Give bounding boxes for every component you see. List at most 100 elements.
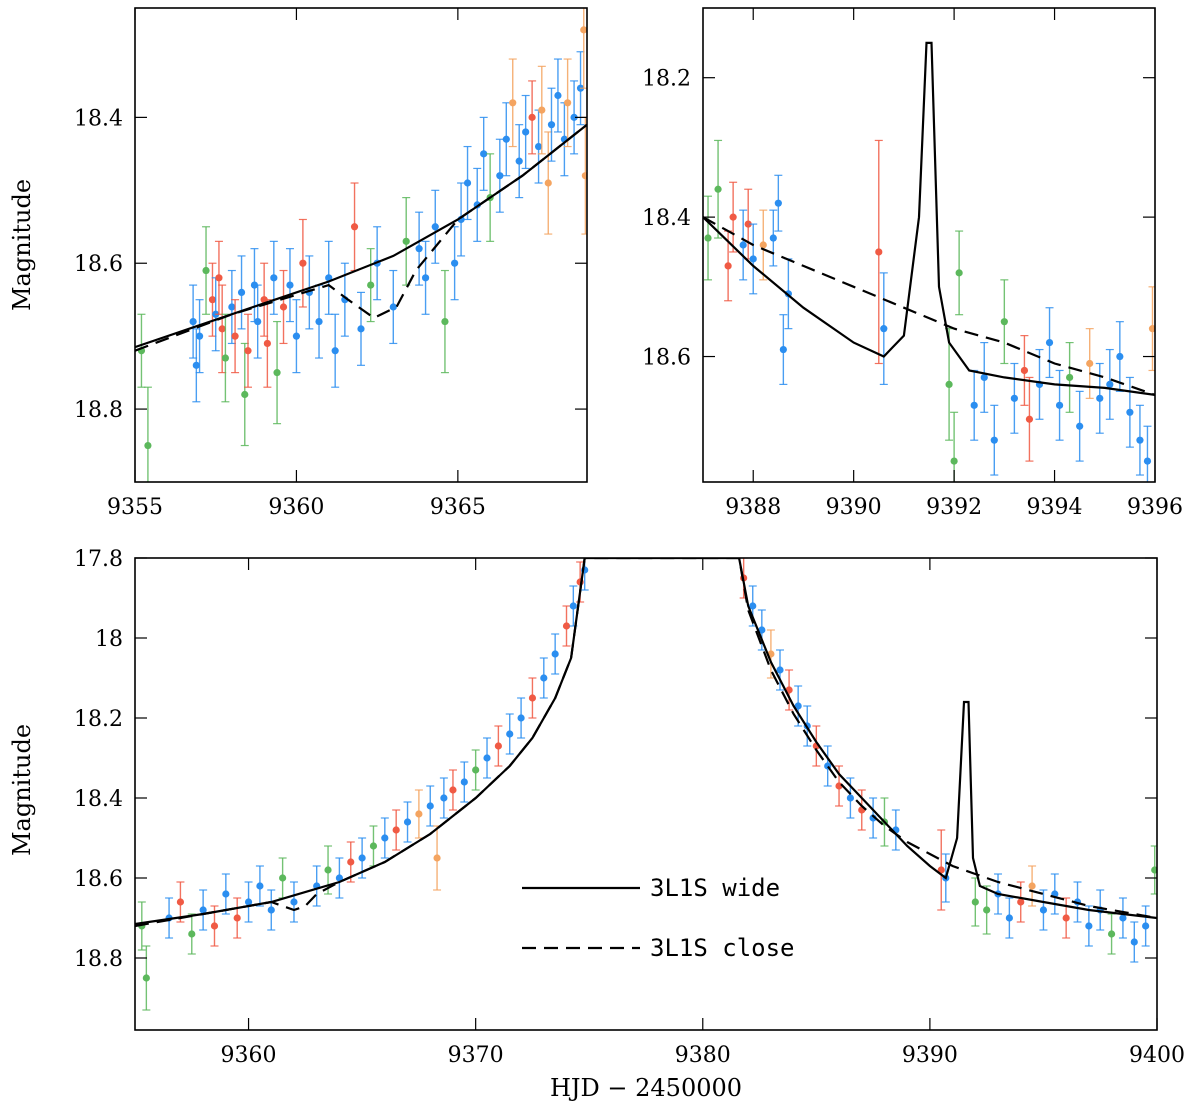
model-curve-wide [703,41,1155,396]
data-point [970,401,978,409]
model-curve-close [135,558,1157,928]
data-point [774,199,782,207]
data-point [779,345,787,354]
data-point [534,142,543,151]
data-point [729,213,737,221]
top-left-ylabel: Magnitude [8,179,36,311]
data-point [233,914,241,922]
data-point [724,262,732,270]
data-point [1045,338,1054,347]
data-point [1106,380,1114,389]
data-point [538,106,546,114]
data-point [704,234,712,242]
x-tick-label: 9396 [1127,495,1183,520]
data-point [971,898,979,906]
data-point [945,380,953,389]
data-point [1107,930,1116,938]
data-point [955,269,963,277]
data-point [188,930,196,938]
bottom-panel: 9360 9370 9380 9390 9400 17.8 18 18.2 18.4 18.6 18… [74,547,1185,1068]
data-point [496,172,504,180]
data-point [228,303,236,311]
data-point [794,702,802,710]
data-point [846,794,855,802]
data-point [441,317,449,326]
data-point [381,834,389,842]
data-point [714,185,722,193]
data-point [1025,415,1034,423]
data-point [580,26,587,34]
data-point [347,858,355,866]
data-point [426,802,434,810]
y-tick-label: 18.2 [642,67,691,92]
data-point [189,317,197,326]
data-point [1039,906,1048,914]
data-point [1136,436,1144,444]
data-point [415,810,423,818]
data-point [528,113,536,121]
bottom-xlabel: HJD − 2450000 [550,1074,742,1102]
data-point [569,602,577,610]
bottom-ylabel: Magnitude [8,724,36,856]
top-right-panel: 9388 9390 9392 9394 9396 18.2 18.4 18.6 [642,7,1183,520]
data-point [515,157,523,165]
data-point [581,172,587,180]
data-point [403,818,412,826]
data-point [494,742,502,750]
data-point [749,255,757,263]
data-point [759,241,767,249]
x-tick-label: 9355 [107,495,163,520]
data-point [324,866,332,874]
model-curve-wide [135,558,1157,926]
data-point [509,99,517,107]
data-point [415,245,423,253]
plot-frame [134,7,588,483]
model-curve-close [135,123,587,352]
plot-frame [134,557,1158,1031]
data-point [279,303,288,311]
data-point [1062,914,1070,922]
x-tick-label: 9390 [826,495,882,520]
data-point [241,390,249,399]
data-point [983,906,991,914]
data-point [769,234,777,242]
data-point [244,898,253,906]
data-point [286,281,294,289]
data-point [1126,408,1134,416]
data-point [1085,922,1093,930]
data-point [244,347,252,355]
legend: 3L1S wide 3L1S close [522,874,795,962]
data-point [273,369,281,377]
data-point [1142,922,1150,930]
x-tick-label: 9365 [430,495,486,520]
y-tick-label: 18.8 [74,947,123,972]
data-point [440,794,448,802]
data-point [1116,352,1124,361]
data-point [749,602,757,610]
data-point [433,854,441,862]
data-point [880,325,888,333]
data-point [451,259,459,267]
legend-label-close: 3L1S close [650,934,795,962]
plot-area [703,41,1155,482]
data-point [237,288,246,296]
y-tick-label: 18 [95,627,123,652]
data-point [1076,422,1084,430]
data-point [392,826,400,834]
data-point [564,99,572,107]
data-point [950,457,958,465]
data-point [1000,318,1008,326]
data-point [1005,914,1013,922]
top-left-panel: 9355 9360 9365 18.4 18.6 18.8 [74,7,588,520]
data-point [263,339,271,348]
data-point [431,223,439,231]
data-point [472,766,480,774]
data-point [528,694,537,702]
data-point [195,332,204,340]
data-point [1096,394,1104,402]
data-point [231,332,239,340]
y-tick-label: 18.6 [642,346,691,371]
data-point [222,890,230,898]
data-point [1066,373,1074,382]
